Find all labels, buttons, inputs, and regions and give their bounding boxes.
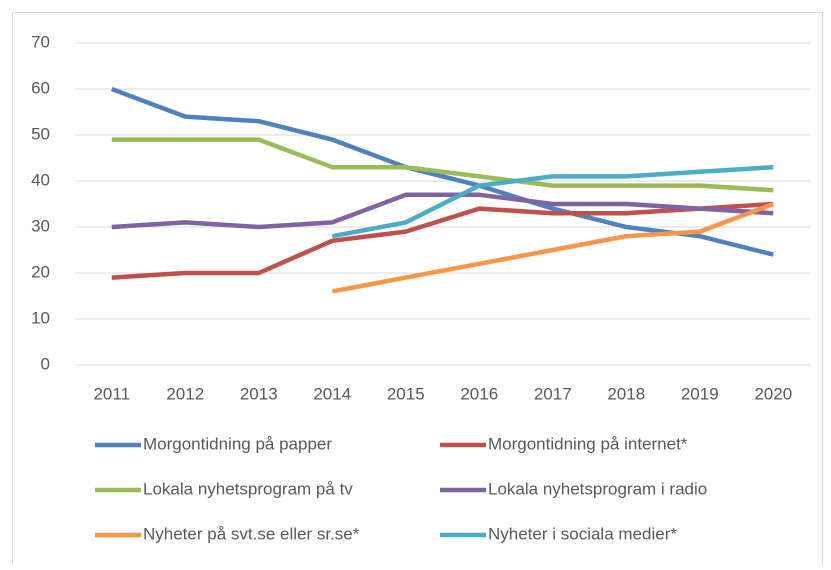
x-tick-label: 2014 [313,384,351,403]
x-tick-label: 2011 [93,384,130,403]
x-tick-label: 2020 [754,384,792,403]
series-line [331,201,775,294]
x-tick-label: 2019 [681,384,719,403]
y-tick-label: 60 [31,78,50,97]
legend-label: Lokala nyhetsprogram på tv [143,479,353,498]
y-tick-label: 10 [31,308,50,327]
y-tick-label: 20 [31,262,50,281]
y-tick-label: 70 [31,32,50,51]
legend-label: Morgontidning på internet* [488,434,688,453]
x-tick-label: 2015 [387,384,425,403]
legend-label: Nyheter i sociala medier* [488,524,677,543]
x-tick-label: 2018 [607,384,645,403]
chart-border [12,12,823,570]
series-line [110,86,774,257]
legend-label: Morgontidning på papper [143,434,332,453]
x-tick-label: 2016 [460,384,498,403]
y-tick-label: 50 [31,124,50,143]
x-tick-label: 2013 [240,384,278,403]
series-line [111,201,774,280]
x-tick-label: 2017 [534,384,572,403]
legend-label: Nyheter på svt.se eller sr.se* [143,524,360,543]
legend-label: Lokala nyhetsprogram i radio [488,479,707,498]
x-tick-label: 2012 [166,384,204,403]
y-tick-label: 30 [31,216,50,235]
y-tick-label: 0 [41,354,50,373]
y-tick-label: 40 [31,170,50,189]
series-line [331,164,774,239]
series-line [111,137,774,193]
series-line [111,192,774,230]
